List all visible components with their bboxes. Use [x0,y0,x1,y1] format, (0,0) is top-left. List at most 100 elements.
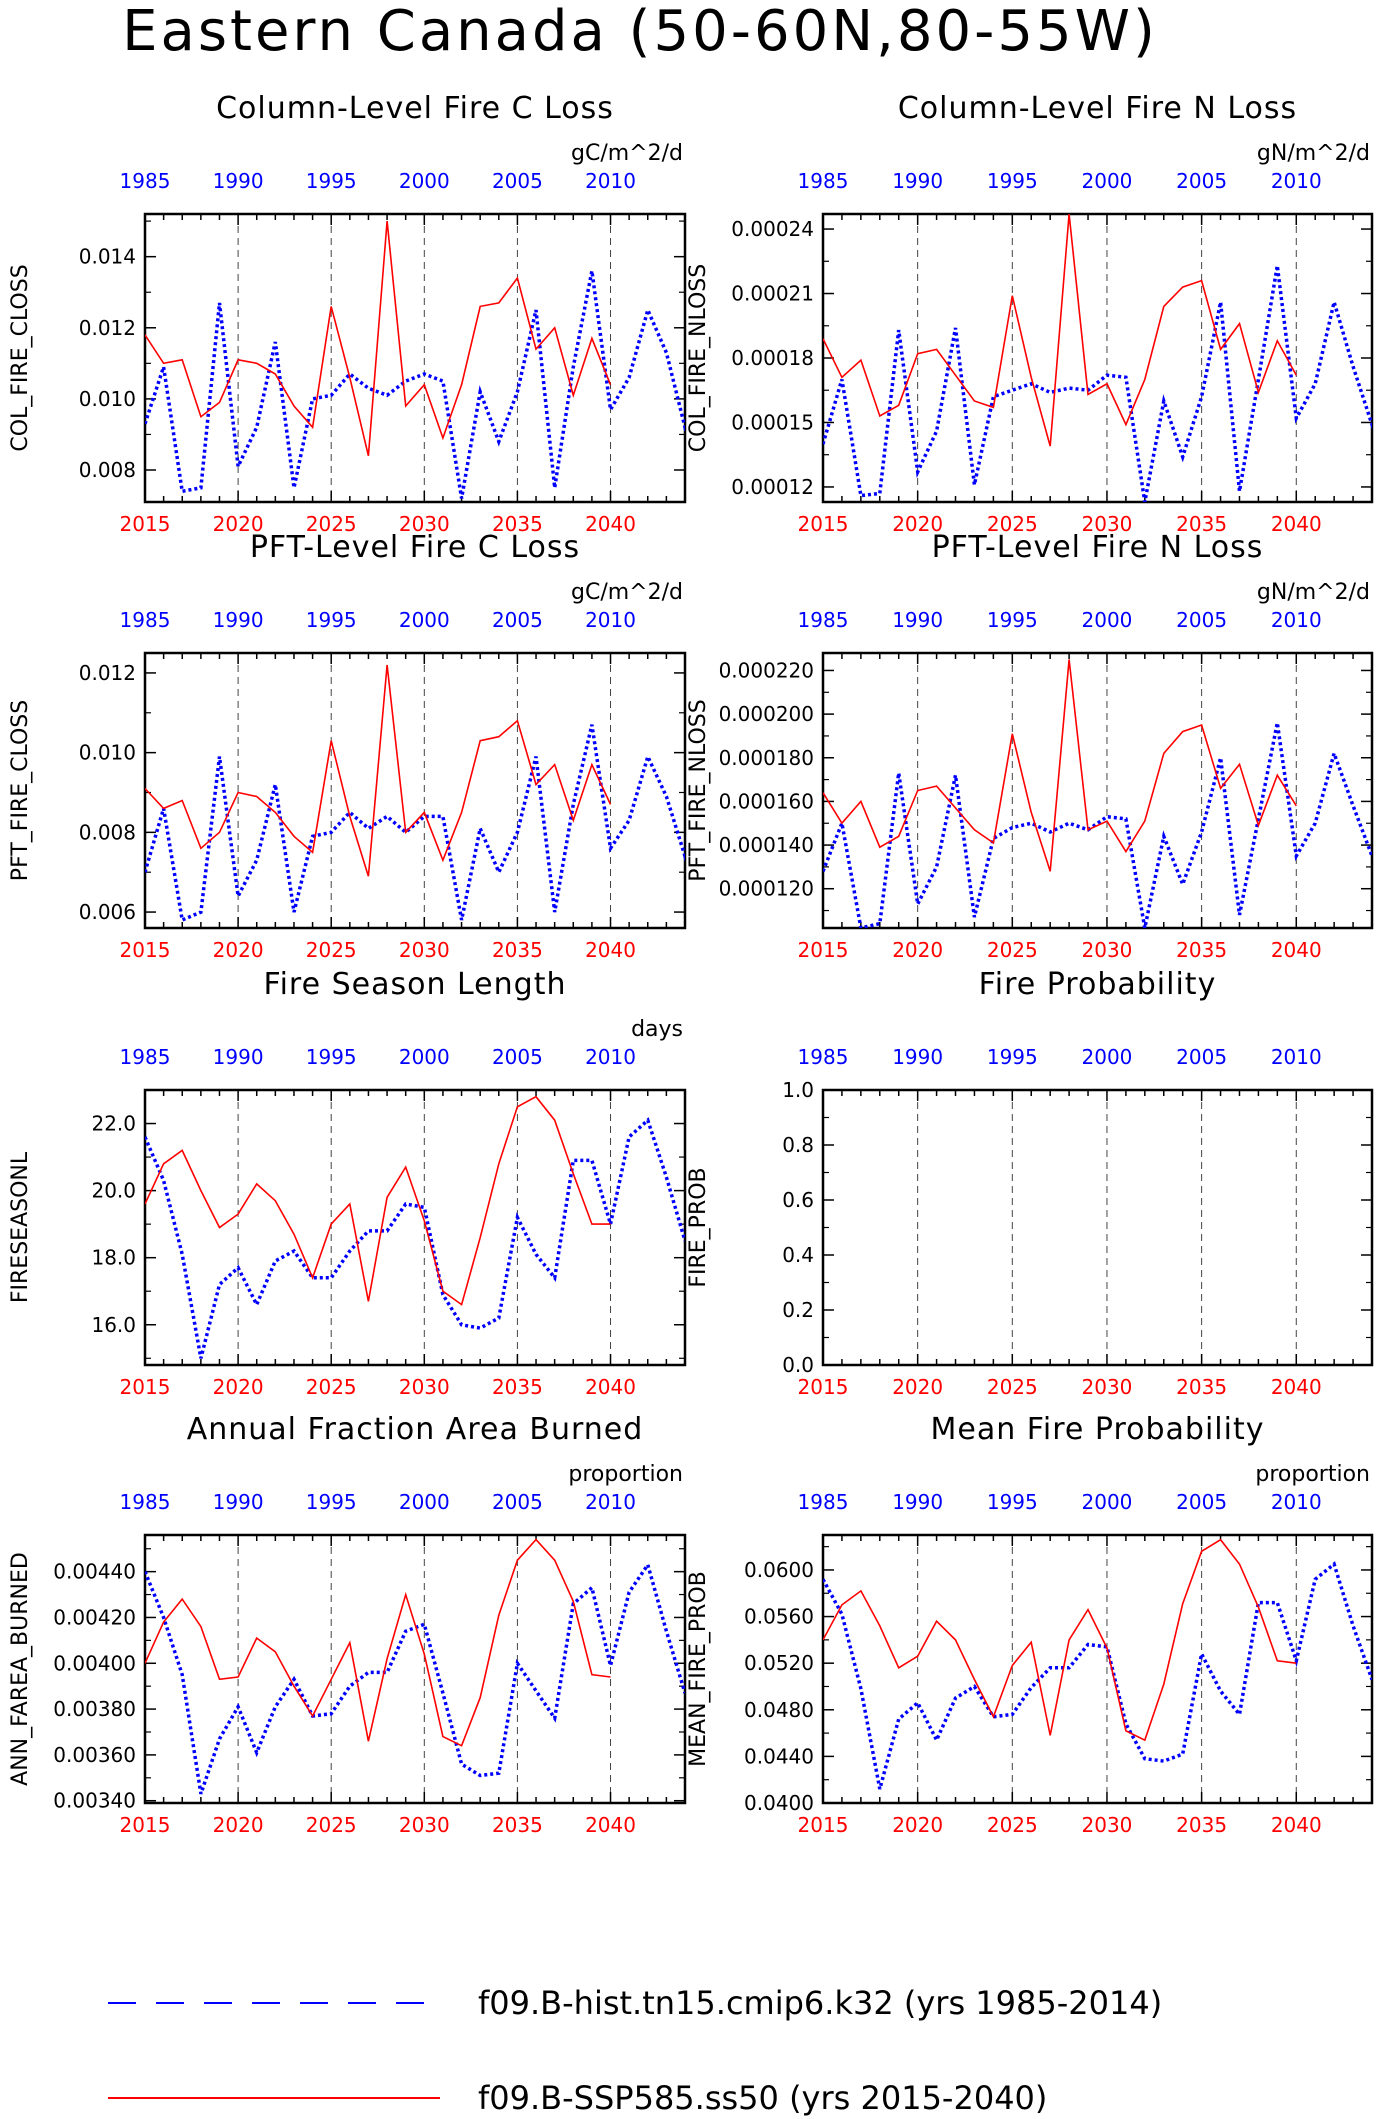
x-tick-label: 2035 [492,938,543,962]
y-tick-label: 0.012 [79,661,136,685]
x-tick-label: 2020 [892,512,943,536]
y-tick-label: 0.6 [782,1188,814,1212]
x-tick-label: 2025 [987,512,1038,536]
x-tick-label: 2040 [1271,1813,1322,1837]
series-line-hist [823,722,1372,928]
plot-frame [143,1533,687,1805]
chart-panel-1: Column-Level Fire N Loss gN/m^2/d 2015 2020… [686,91,1374,536]
x-tick-label: 2035 [492,1813,543,1837]
x-tick-label: 2015 [120,1375,171,1399]
x-top-tick-label: 1985 [120,608,171,632]
series-line-ssp [145,1095,611,1306]
units-label: gN/m^2/d [1257,580,1370,605]
y-tick-label: 0.000160 [719,789,814,813]
x-top-tick-label: 1995 [987,1490,1038,1514]
x-top-tick-label: 1990 [213,169,264,193]
series-line-ssp [823,214,1298,447]
x-tick-label: 2015 [798,938,849,962]
x-tick-label: 2025 [306,1375,357,1399]
y-tick-label: 0.014 [79,245,136,269]
y-tick-label: 1.0 [782,1078,814,1102]
x-top-tick-label: 1995 [987,1045,1038,1069]
y-tick-label: 0.000120 [719,877,814,901]
y-tick-label: 20.0 [91,1179,136,1203]
x-tick-label: 2020 [213,1375,264,1399]
chart-panels: Column-Level Fire C Loss gC/m^2/d 2015 2020… [8,91,1374,1837]
x-top-tick-label: 1985 [798,169,849,193]
x-top-tick-label: 1990 [213,608,264,632]
x-tick-label: 2035 [1176,938,1227,962]
x-tick-label: 2020 [213,938,264,962]
y-tick-label: 0.0600 [744,1558,814,1582]
x-tick-label: 2030 [399,512,450,536]
x-top-tick-label: 2000 [399,1490,450,1514]
plot-frame [143,212,687,504]
plot-frame [143,651,687,930]
y-tick-label: 0.00021 [731,282,814,306]
x-top-tick-label: 1985 [120,1490,171,1514]
x-tick-label: 2035 [492,512,543,536]
x-tick-label: 2030 [1082,1375,1133,1399]
x-top-tick-label: 1990 [892,608,943,632]
x-top-tick-label: 2005 [1176,608,1227,632]
x-top-tick-label: 2005 [1176,1045,1227,1069]
chart-panel-7: Mean Fire Probability proportion 2015 2020 2… [686,1412,1374,1837]
series-line-hist [145,270,685,499]
chart-title: PFT-Level Fire C Loss [250,530,580,565]
x-tick-label: 2020 [892,938,943,962]
y-tick-label: 0.012 [79,316,136,340]
chart-title: Mean Fire Probability [931,1412,1265,1447]
units-label: gN/m^2/d [1257,141,1370,166]
y-axis-label: COL_FIRE_NLOSS [686,264,711,452]
x-tick-label: 2035 [1176,1375,1227,1399]
series-line-ssp [145,221,612,456]
y-axis-label: PFT_FIRE_NLOSS [686,699,711,881]
x-top-tick-label: 1990 [892,1490,943,1514]
series-line-hist [823,265,1372,502]
x-tick-label: 2020 [892,1375,943,1399]
y-tick-label: 0.008 [79,820,136,844]
y-axis-label: PFT_FIRE_CLOSS [8,700,33,881]
y-tick-label: 0.000140 [719,833,814,857]
x-top-tick-label: 1985 [798,608,849,632]
series-line-hist [145,1117,685,1359]
units-label: proportion [568,1462,683,1487]
x-top-tick-label: 1985 [798,1490,849,1514]
units-label: gC/m^2/d [571,580,683,605]
x-top-tick-label: 1990 [213,1045,264,1069]
x-top-tick-label: 1995 [306,1045,357,1069]
y-tick-label: 0.8 [782,1133,814,1157]
chart-panel-2: PFT-Level Fire C Loss gC/m^2/d 2015 2020 202… [8,530,687,962]
y-tick-label: 22.0 [91,1112,136,1136]
y-tick-label: 0.0400 [744,1791,814,1815]
x-top-tick-label: 1985 [798,1045,849,1069]
x-tick-label: 2025 [987,1813,1038,1837]
x-tick-label: 2025 [987,1375,1038,1399]
y-tick-label: 0.0560 [744,1605,814,1629]
x-top-tick-label: 2005 [492,1045,543,1069]
x-top-tick-label: 2005 [492,1490,543,1514]
y-tick-label: 0.0480 [744,1698,814,1722]
x-tick-label: 2040 [585,512,636,536]
x-top-tick-label: 1985 [120,1045,171,1069]
y-tick-label: 0.00420 [53,1605,136,1629]
x-tick-label: 2035 [1176,512,1227,536]
y-tick-label: 0.000180 [719,746,814,770]
x-top-tick-label: 1995 [987,608,1038,632]
x-tick-label: 2025 [306,938,357,962]
series-line-hist [145,1560,685,1795]
chart-title: Annual Fraction Area Burned [187,1412,644,1447]
y-tick-label: 16.0 [91,1313,136,1337]
chart-panel-0: Column-Level Fire C Loss gC/m^2/d 2015 2020… [8,91,687,536]
y-tick-label: 0.0 [782,1353,814,1377]
x-top-tick-label: 1995 [306,1490,357,1514]
x-top-tick-label: 2010 [585,608,636,632]
x-tick-label: 2015 [120,1813,171,1837]
series-line-ssp [145,1538,611,1747]
x-tick-label: 2015 [798,1813,849,1837]
x-tick-label: 2040 [1271,1375,1322,1399]
x-tick-label: 2030 [399,938,450,962]
x-tick-label: 2040 [585,1813,636,1837]
chart-title: Fire Probability [979,967,1217,1002]
